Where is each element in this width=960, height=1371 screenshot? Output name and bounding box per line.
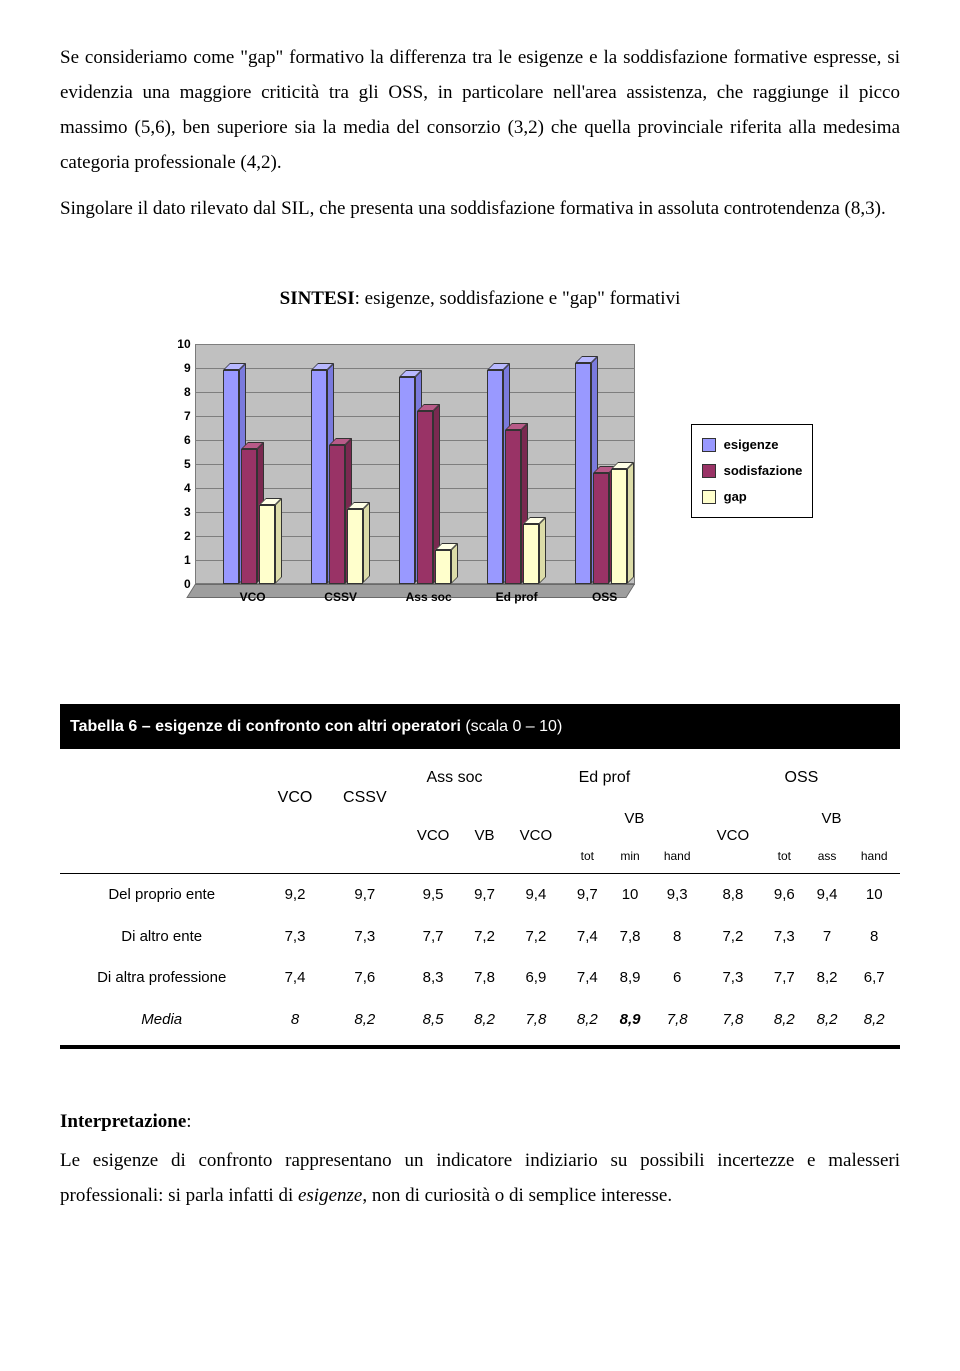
table-row: Di altro ente7,37,37,77,27,27,47,887,27,… [60, 916, 900, 958]
y-tick: 7 [169, 405, 191, 427]
data-table: VCO CSSV Ass soc Ed prof OSS VCO VB VCO … [60, 749, 900, 1041]
bar [523, 524, 539, 584]
y-tick: 6 [169, 429, 191, 451]
table-row: Di altra professione7,47,68,37,86,97,48,… [60, 957, 900, 999]
bar [241, 449, 257, 583]
bar [487, 370, 503, 584]
y-tick: 10 [169, 333, 191, 355]
y-tick: 9 [169, 357, 191, 379]
y-tick: 4 [169, 477, 191, 499]
bar [329, 445, 345, 584]
table-row: Del proprio ente9,29,79,59,79,49,7109,38… [60, 873, 900, 915]
y-tick: 3 [169, 501, 191, 523]
y-tick: 2 [169, 525, 191, 547]
bar [259, 505, 275, 584]
y-tick: 8 [169, 381, 191, 403]
bar [435, 550, 451, 584]
chart-legend: esigenzesodisfazionegap [691, 424, 814, 518]
x-label: OSS [565, 586, 645, 608]
bar [611, 469, 627, 584]
x-label: VCO [213, 586, 293, 608]
legend-item: sodisfazione [702, 459, 803, 483]
legend-item: gap [702, 485, 803, 509]
intro-paragraph-1: Se consideriamo come "gap" formativo la … [60, 40, 900, 181]
table-title-bar: Tabella 6 – esigenze di confronto con al… [60, 704, 900, 750]
bar [311, 370, 327, 584]
bar [399, 377, 415, 583]
bar [575, 363, 591, 584]
bar [417, 411, 433, 584]
bar [593, 473, 609, 583]
y-tick: 1 [169, 549, 191, 571]
intro-paragraph-2: Singolare il dato rilevato dal SIL, che … [60, 191, 900, 226]
interpretation-body: Le esigenze di confronto rappresentano u… [60, 1143, 900, 1213]
table-bottom-rule [60, 1045, 900, 1049]
y-tick: 5 [169, 453, 191, 475]
table-row-media: Media88,28,58,27,88,28,97,87,88,28,28,2 [60, 999, 900, 1041]
x-label: Ass soc [389, 586, 469, 608]
bar [505, 430, 521, 584]
legend-item: esigenze [702, 433, 803, 457]
interpretation-heading: Interpretazione: [60, 1104, 900, 1139]
y-tick: 0 [169, 573, 191, 595]
x-label: Ed prof [477, 586, 557, 608]
bar [223, 370, 239, 584]
bar [347, 509, 363, 583]
bar-chart: 012345678910 VCO CSSV Ass soc Ed prof OSS es… [105, 334, 855, 609]
chart-title: SINTESI: esigenze, soddisfazione e "gap"… [60, 281, 900, 316]
x-label: CSSV [301, 586, 381, 608]
